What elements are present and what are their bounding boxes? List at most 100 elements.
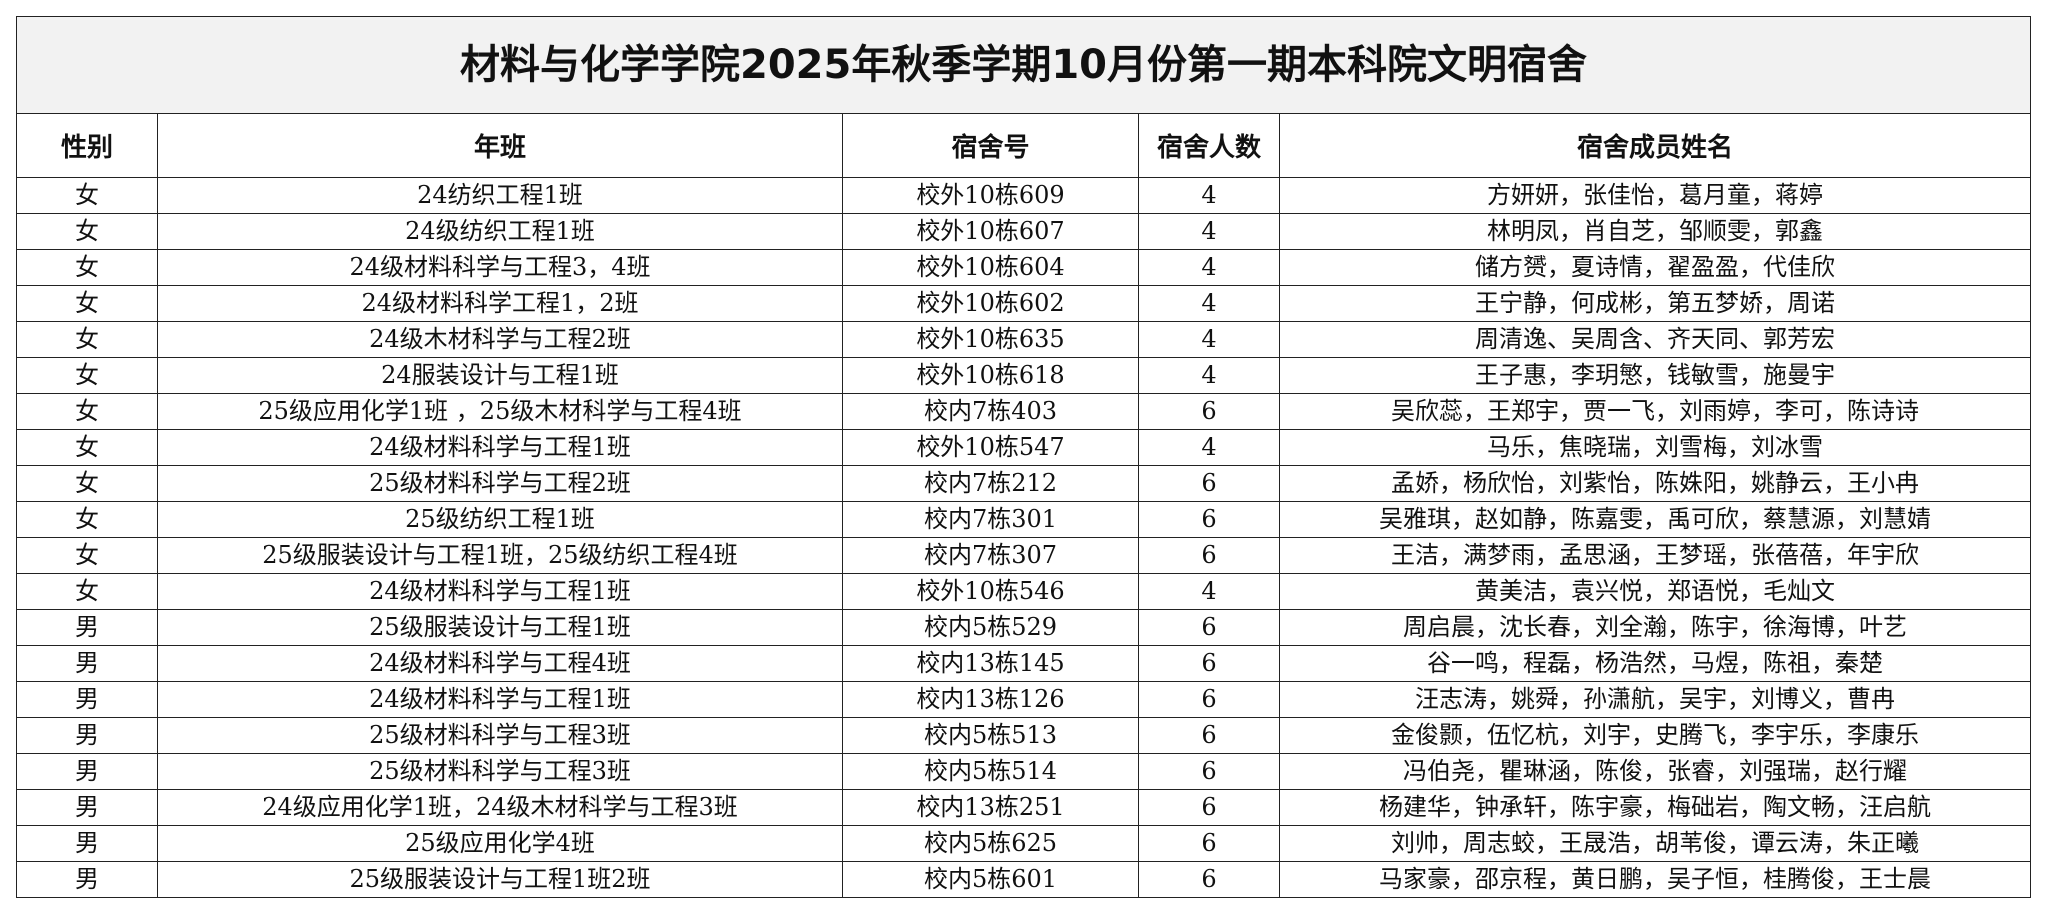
table-cell: 25级材料科学与工程2班 [157,465,843,502]
table-row: 女 25级材料科学与工程2班 校内7栋212 6 孟娇，杨欣怡，刘紫怡，陈姝阳，姚静云，… [16,465,2032,502]
table-cell: 汪志涛，姚舜，孙潇航，吴宇，刘博义，曹冉 [1278,681,2032,718]
table-cell: 4 [1138,573,1280,610]
table-cell: 女 [16,465,158,502]
table-cell: 6 [1138,465,1280,502]
table-cell: 女 [16,537,158,574]
table-cell: 谷一鸣，程磊，杨浩然，马煜，陈祖，秦楚 [1278,645,2032,682]
table-cell: 林明凤，肖自芝，邹顺雯，郭鑫 [1278,213,2032,250]
table-row: 男 25级服装设计与工程1班2班 校内5栋601 6 马家豪，邵京程，黄日鹏，吴子恒，桂… [16,861,2032,898]
table-cell: 24级应用化学1班，24级木材科学与工程3班 [157,789,843,826]
table-cell: 女 [16,321,158,358]
table-cell: 25级应用化学1班 ，25级木材科学与工程4班 [157,393,843,430]
table-cell: 25级材料科学与工程3班 [157,753,843,790]
table-cell: 男 [16,753,158,790]
table-cell: 校外10栋635 [842,321,1139,358]
table-cell: 方妍妍，张佳怡，葛月童，蒋婷 [1278,177,2032,214]
table-cell: 男 [16,609,158,646]
table-cell: 女 [16,501,158,538]
table-cell: 校内5栋514 [842,753,1139,790]
table-cell: 杨建华，钟承轩，陈宇豪，梅础岩，陶文畅，汪启航 [1278,789,2032,826]
table-cell: 女 [16,357,158,394]
table-cell: 6 [1138,789,1280,826]
table-cell: 6 [1138,717,1280,754]
title-row: 材料与化学学院2025年秋季学期10月份第一期本科院文明宿舍 [15,16,2032,114]
table-cell: 吴雅琪，赵如静，陈嘉雯，禹可欣，蔡慧源，刘慧婧 [1278,501,2032,538]
table-cell: 男 [16,861,158,898]
table-cell: 4 [1138,285,1280,322]
table-row: 女 24服装设计与工程1班 校外10栋618 4 王子惠，李玥慜，钱敏雪，施曼宇 [16,357,2032,394]
table-row: 男 25级材料科学与工程3班 校内5栋513 6 金俊颢，伍忆杭，刘宇，史腾飞，李宇乐，… [16,717,2032,754]
table-cell: 24纺织工程1班 [157,177,843,214]
table-cell: 男 [16,645,158,682]
table-cell: 24级材料科学与工程3，4班 [157,249,843,286]
header-cell: 宿舍成员姓名 [1278,113,2032,178]
table-cell: 女 [16,285,158,322]
table-cell: 6 [1138,681,1280,718]
table-cell: 校内7栋403 [842,393,1139,430]
table-cell: 6 [1138,537,1280,574]
table-cell: 校外10栋546 [842,573,1139,610]
table-cell: 金俊颢，伍忆杭，刘宇，史腾飞，李宇乐，李康乐 [1278,717,2032,754]
table-cell: 6 [1138,609,1280,646]
table-cell: 男 [16,789,158,826]
table-cell: 25级应用化学4班 [157,825,843,862]
table-cell: 24级材料科学与工程1班 [157,681,843,718]
table-cell: 24级纺织工程1班 [157,213,843,250]
table-row: 女 25级服装设计与工程1班，25级纺织工程4班 校内7栋307 6 王洁，满梦雨，孟思… [16,537,2032,574]
table-cell: 冯伯尧，瞿琳涵，陈俊，张睿，刘强瑞，赵行耀 [1278,753,2032,790]
table-cell: 4 [1138,357,1280,394]
table-cell: 校内13栋126 [842,681,1139,718]
header-cell: 年班 [157,113,843,178]
table-cell: 4 [1138,177,1280,214]
table-row: 女 24级材料科学与工程1班 校外10栋547 4 马乐，焦晓瑞，刘雪梅，刘冰雪 [16,429,2032,466]
table-cell: 25级材料科学与工程3班 [157,717,843,754]
table-cell: 4 [1138,321,1280,358]
table-cell: 校外10栋607 [842,213,1139,250]
table-cell: 男 [16,825,158,862]
table-cell: 6 [1138,645,1280,682]
table-cell: 25级服装设计与工程1班 [157,609,843,646]
table-cell: 25级纺织工程1班 [157,501,843,538]
table-cell: 24级木材科学与工程2班 [157,321,843,358]
table-cell: 王洁，满梦雨，孟思涵，王梦瑶，张蓓蓓，年宇欣 [1278,537,2032,574]
table-cell: 4 [1138,213,1280,250]
table-cell: 男 [16,717,158,754]
table-cell: 校外10栋547 [842,429,1139,466]
table-cell: 周清逸、吴周含、齐天同、郭芳宏 [1278,321,2032,358]
table-cell: 6 [1138,861,1280,898]
table-cell: 校内5栋625 [842,825,1139,862]
table-cell: 马乐，焦晓瑞，刘雪梅，刘冰雪 [1278,429,2032,466]
table-cell: 吴欣蕊，王郑宇，贾一飞，刘雨婷，李可，陈诗诗 [1278,393,2032,430]
table-cell: 24服装设计与工程1班 [157,357,843,394]
table-row: 女 24级纺织工程1班 校外10栋607 4 林明凤，肖自芝，邹顺雯，郭鑫 [16,213,2032,250]
table-row: 男 24级材料科学与工程4班 校内13栋145 6 谷一鸣，程磊，杨浩然，马煜，陈祖，秦… [16,645,2032,682]
table-cell: 校内13栋251 [842,789,1139,826]
table-cell: 黄美洁，袁兴悦，郑语悦，毛灿文 [1278,573,2032,610]
table-cell: 校内5栋601 [842,861,1139,898]
table-cell: 刘帅，周志蛟，王晟浩，胡苇俊，谭云涛，朱正曦 [1278,825,2032,862]
table-cell: 女 [16,249,158,286]
table-cell: 校外10栋604 [842,249,1139,286]
table-row: 男 25级应用化学4班 校内5栋625 6 刘帅，周志蛟，王晟浩，胡苇俊，谭云涛，朱正曦 [16,825,2032,862]
table-cell: 25级服装设计与工程1班2班 [157,861,843,898]
table-cell: 24级材料科学与工程1班 [157,429,843,466]
table-cell: 校内7栋301 [842,501,1139,538]
table-row: 女 25级应用化学1班 ，25级木材科学与工程4班 校内7栋403 6 吴欣蕊，王郑宇，… [16,393,2032,430]
table-row: 女 24纺织工程1班 校外10栋609 4 方妍妍，张佳怡，葛月童，蒋婷 [16,177,2032,214]
table-row: 男 24级材料科学与工程1班 校内13栋126 6 汪志涛，姚舜，孙潇航，吴宇，刘博义，… [16,681,2032,718]
table-cell: 25级服装设计与工程1班，25级纺织工程4班 [157,537,843,574]
table-cell: 女 [16,573,158,610]
table-row: 女 24级材料科学与工程1班 校外10栋546 4 黄美洁，袁兴悦，郑语悦，毛灿文 [16,573,2032,610]
table-cell: 6 [1138,501,1280,538]
table-row: 女 24级木材科学与工程2班 校外10栋635 4 周清逸、吴周含、齐天同、郭芳宏 [16,321,2032,358]
table-cell: 周启晨，沈长春，刘全瀚，陈宇，徐海博，叶艺 [1278,609,2032,646]
table-row: 男 24级应用化学1班，24级木材科学与工程3班 校内13栋251 6 杨建华，钟承轩，… [16,789,2032,826]
table-cell: 女 [16,213,158,250]
header-cell: 宿舍号 [842,113,1139,178]
header-cell: 宿舍人数 [1138,113,1280,178]
header-row: 性别 年班 宿舍号 宿舍人数 宿舍成员姓名 [16,113,2032,178]
table-cell: 24级材料科学与工程1班 [157,573,843,610]
table-row: 男 25级材料科学与工程3班 校内5栋514 6 冯伯尧，瞿琳涵，陈俊，张睿，刘强瑞，赵… [16,753,2032,790]
table-cell: 女 [16,177,158,214]
